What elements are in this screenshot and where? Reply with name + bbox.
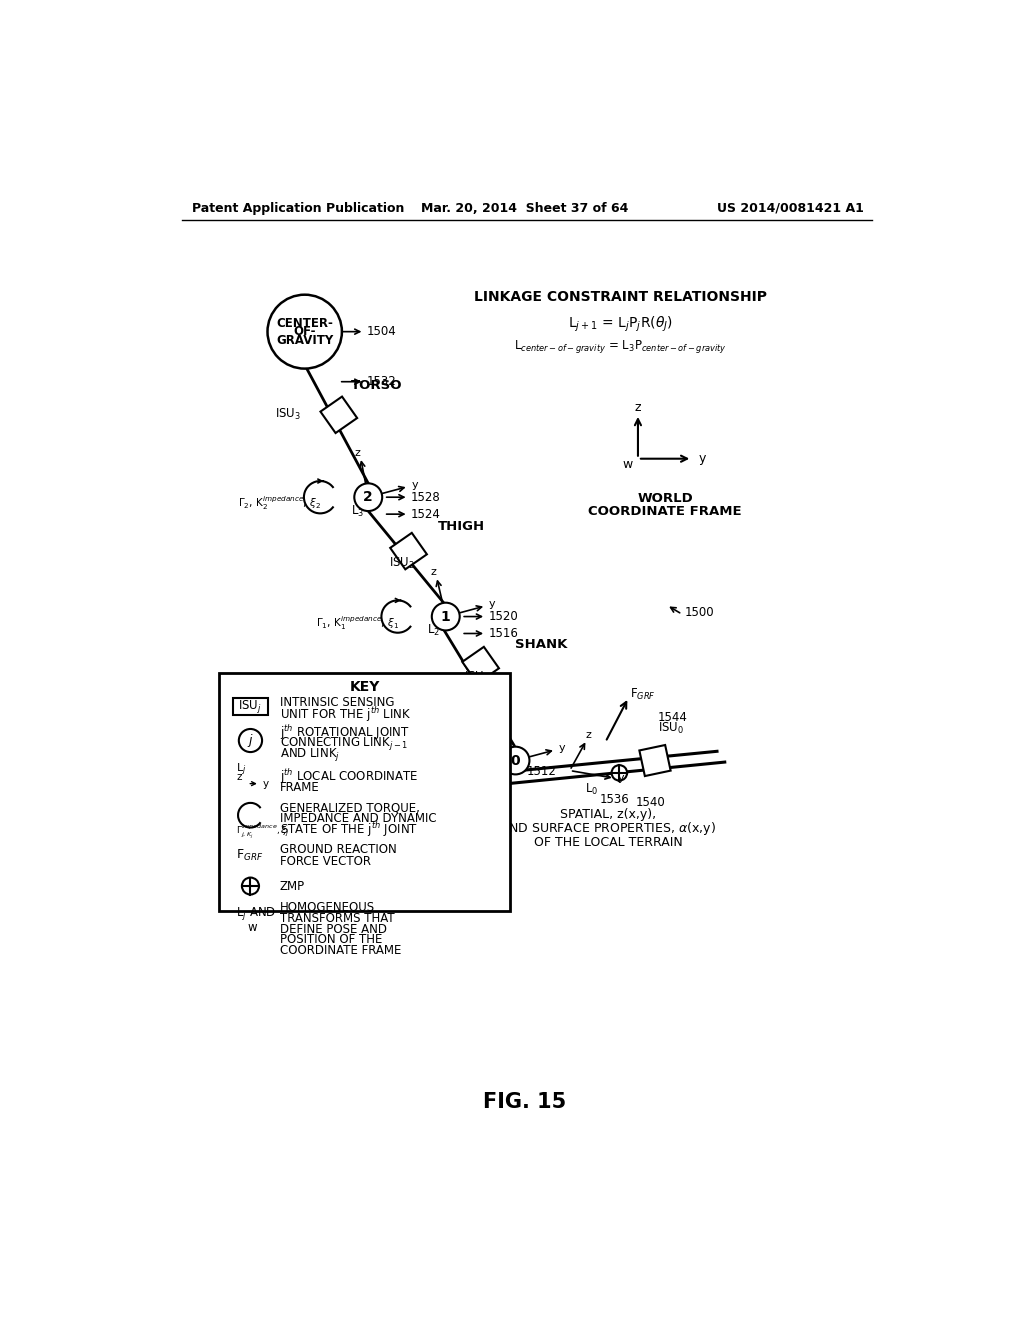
Text: z: z (430, 566, 436, 577)
Text: 1508: 1508 (463, 788, 493, 801)
Text: CENTER-: CENTER- (276, 317, 333, 330)
Text: j$^{th}$ LOCAL COORDINATE: j$^{th}$ LOCAL COORDINATE (280, 767, 419, 787)
Text: IMPEDANCE AND DYNAMIC: IMPEDANCE AND DYNAMIC (280, 812, 436, 825)
Text: AND LINK$_j$: AND LINK$_j$ (280, 746, 340, 763)
Text: y: y (263, 779, 269, 788)
Text: CONNECTING LINK$_{j-1}$: CONNECTING LINK$_{j-1}$ (280, 735, 409, 752)
Text: $\Gamma_2$, K$_2^{impedance}$, $\xi_2$: $\Gamma_2$, K$_2^{impedance}$, $\xi_2$ (238, 495, 322, 512)
FancyBboxPatch shape (233, 698, 267, 715)
Bar (390, 533, 427, 569)
Text: OF-: OF- (294, 325, 316, 338)
Text: 2: 2 (364, 490, 373, 504)
Text: FIG. 15: FIG. 15 (483, 1092, 566, 1111)
Text: y: y (412, 480, 418, 490)
Text: y: y (559, 743, 565, 754)
Text: ISU$_2$: ISU$_2$ (389, 556, 416, 572)
Text: $\Gamma_1$, K$_1^{impedance}$, $\xi_1$: $\Gamma_1$, K$_1^{impedance}$, $\xi_1$ (315, 614, 398, 632)
Text: z: z (635, 401, 641, 414)
Text: UNIT FOR THE j$^{th}$ LINK: UNIT FOR THE j$^{th}$ LINK (280, 705, 412, 723)
Text: US 2014/0081421 A1: US 2014/0081421 A1 (718, 202, 864, 215)
Text: WORLD: WORLD (637, 492, 693, 506)
Text: y: y (698, 453, 706, 465)
Text: 1524: 1524 (411, 508, 440, 520)
Text: L$_j$: L$_j$ (237, 762, 247, 777)
Text: FOOT: FOOT (463, 814, 501, 828)
Text: AND SURFACE PROPERTIES, $\alpha$(x,y): AND SURFACE PROPERTIES, $\alpha$(x,y) (501, 820, 717, 837)
Text: STATE OF THE j$^{th}$ JOINT: STATE OF THE j$^{th}$ JOINT (280, 820, 418, 838)
Text: GENERALIZED TORQUE,: GENERALIZED TORQUE, (280, 801, 420, 814)
Text: ZMP: ZMP (280, 879, 305, 892)
Text: 1520: 1520 (488, 610, 518, 623)
Text: 1516: 1516 (488, 627, 518, 640)
Text: y: y (617, 774, 625, 783)
Text: Mar. 20, 2014  Sheet 37 of 64: Mar. 20, 2014 Sheet 37 of 64 (421, 202, 629, 215)
Text: 1504: 1504 (367, 325, 396, 338)
Text: SHANK: SHANK (515, 638, 568, 651)
Text: THIGH: THIGH (438, 520, 485, 533)
Text: ISU$_3$: ISU$_3$ (275, 408, 302, 422)
Text: OF THE LOCAL TERRAIN: OF THE LOCAL TERRAIN (535, 836, 683, 849)
Text: TORSO: TORSO (351, 379, 402, 392)
Text: INTRINSIC SENSING: INTRINSIC SENSING (280, 696, 394, 709)
Text: F$_{GRF}$: F$_{GRF}$ (237, 847, 264, 863)
Text: L$_{center-of-gravity}$ = L$_3$P$_{center-of-gravity}$: L$_{center-of-gravity}$ = L$_3$P$_{cente… (514, 338, 727, 355)
Circle shape (611, 766, 627, 780)
Text: j$^{th}$ ROTATIONAL JOINT: j$^{th}$ ROTATIONAL JOINT (280, 723, 410, 742)
Text: z: z (354, 447, 360, 458)
Text: $\Gamma_0$, K$_0^{impedance}$, $\xi_0$: $\Gamma_0$, K$_0^{impedance}$, $\xi_0$ (380, 770, 463, 788)
Text: $\Gamma_{j,K_j}^{impedance},\xi_j$: $\Gamma_{j,K_j}^{impedance},\xi_j$ (237, 822, 290, 841)
Text: KEY: KEY (349, 680, 380, 693)
Text: GRAVITY: GRAVITY (276, 334, 334, 347)
Text: j: j (249, 734, 252, 747)
Text: 1544: 1544 (658, 711, 688, 723)
Text: SPATIAL, z(x,y),: SPATIAL, z(x,y), (560, 808, 656, 821)
Circle shape (267, 294, 342, 368)
Text: Patent Application Publication: Patent Application Publication (191, 202, 403, 215)
Circle shape (502, 747, 529, 775)
Text: w: w (248, 921, 257, 935)
Text: 1540: 1540 (636, 796, 666, 809)
Text: 1: 1 (441, 610, 451, 623)
Text: 1528: 1528 (411, 491, 440, 504)
Text: COORDINATE FRAME: COORDINATE FRAME (280, 944, 401, 957)
Text: TRANSFORMS THAT: TRANSFORMS THAT (280, 912, 394, 925)
Text: ISU$_1$: ISU$_1$ (464, 669, 489, 685)
Text: z: z (471, 714, 476, 723)
Text: ISU$_0$: ISU$_0$ (658, 721, 684, 735)
Circle shape (432, 603, 460, 631)
Text: F$_{GRF}$: F$_{GRF}$ (630, 686, 656, 702)
Bar (639, 744, 671, 776)
Text: POSITION OF THE: POSITION OF THE (280, 933, 382, 946)
Text: w: w (623, 458, 633, 471)
Text: FORCE VECTOR: FORCE VECTOR (280, 855, 371, 869)
Text: ISU$_j$: ISU$_j$ (239, 698, 262, 715)
Bar (321, 396, 357, 433)
Text: DEFINE POSE AND: DEFINE POSE AND (280, 923, 387, 936)
Text: y: y (489, 599, 496, 610)
FancyBboxPatch shape (219, 673, 510, 911)
Text: L$_1$: L$_1$ (471, 771, 483, 787)
Text: L$_{j+1}$ = L$_j$P$_j$R($\theta_J$): L$_{j+1}$ = L$_j$P$_j$R($\theta_J$) (567, 315, 673, 334)
Text: L$_3$: L$_3$ (351, 503, 365, 519)
Text: COORDINATE FRAME: COORDINATE FRAME (588, 504, 741, 517)
Text: LINKAGE CONSTRAINT RELATIONSHIP: LINKAGE CONSTRAINT RELATIONSHIP (474, 290, 767, 304)
Text: L$_0$: L$_0$ (586, 781, 599, 796)
Text: z: z (586, 730, 591, 741)
Text: FRAME: FRAME (280, 781, 319, 795)
Text: 1500: 1500 (684, 606, 714, 619)
Text: L$_2$: L$_2$ (427, 623, 440, 638)
Circle shape (242, 878, 259, 895)
Text: 1536: 1536 (599, 793, 629, 807)
Bar (462, 647, 499, 684)
Text: 1532: 1532 (367, 375, 396, 388)
Circle shape (239, 729, 262, 752)
Text: HOMOGENEOUS: HOMOGENEOUS (280, 902, 375, 915)
Text: z: z (237, 772, 242, 783)
Text: GROUND REACTION: GROUND REACTION (280, 842, 396, 855)
Text: 1512: 1512 (526, 764, 556, 777)
Text: L$_j$ AND: L$_j$ AND (237, 906, 276, 923)
Text: 0: 0 (511, 754, 520, 767)
Text: 1548: 1548 (463, 800, 493, 813)
Circle shape (354, 483, 382, 511)
